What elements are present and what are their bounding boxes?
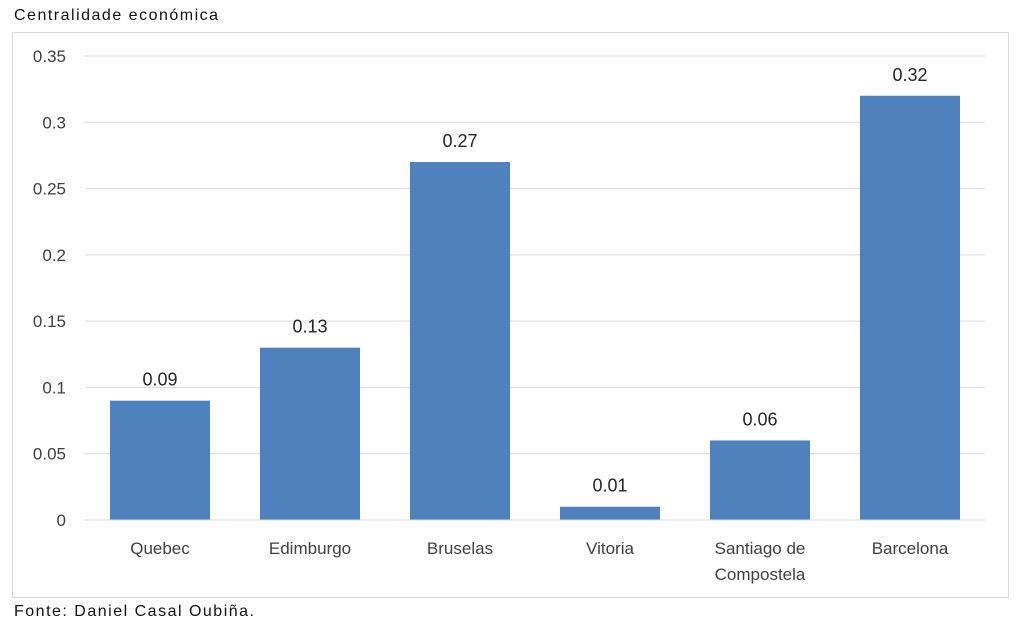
data-label: 0.06	[742, 409, 777, 429]
data-label: 0.13	[292, 317, 327, 337]
bar	[109, 400, 211, 520]
x-tick-label: Vitoria	[586, 539, 634, 558]
x-tick-label: Santiago de Compostela	[715, 539, 806, 584]
y-tick-label: 0.1	[42, 378, 66, 397]
x-tick-label: Barcelona	[872, 539, 949, 558]
x-tick-label: Edimburgo	[269, 539, 351, 558]
y-tick-label: 0.15	[33, 312, 66, 331]
bar	[409, 162, 511, 521]
y-tick-label: 0.25	[33, 180, 66, 199]
y-tick-label: 0.35	[33, 47, 66, 66]
data-label: 0.27	[442, 131, 477, 151]
y-tick-label: 0	[57, 511, 66, 530]
source-note: Fonte: Daniel Casal Oubiña.	[14, 603, 256, 620]
y-tick-label: 0.05	[33, 445, 66, 464]
data-label: 0.01	[592, 476, 627, 496]
bar	[259, 347, 361, 520]
bar	[859, 95, 961, 521]
data-label: 0.09	[142, 370, 177, 390]
data-label: 0.32	[892, 65, 927, 85]
chart-frame	[12, 32, 1009, 598]
x-tick-label: Quebec	[130, 539, 190, 558]
x-tick-label: Bruselas	[427, 539, 493, 558]
y-tick-label: 0.3	[42, 113, 66, 132]
bar	[559, 506, 661, 520]
bar	[709, 440, 811, 520]
chart-title: Centralidade económica	[14, 7, 220, 24]
y-tick-label: 0.2	[42, 246, 66, 265]
